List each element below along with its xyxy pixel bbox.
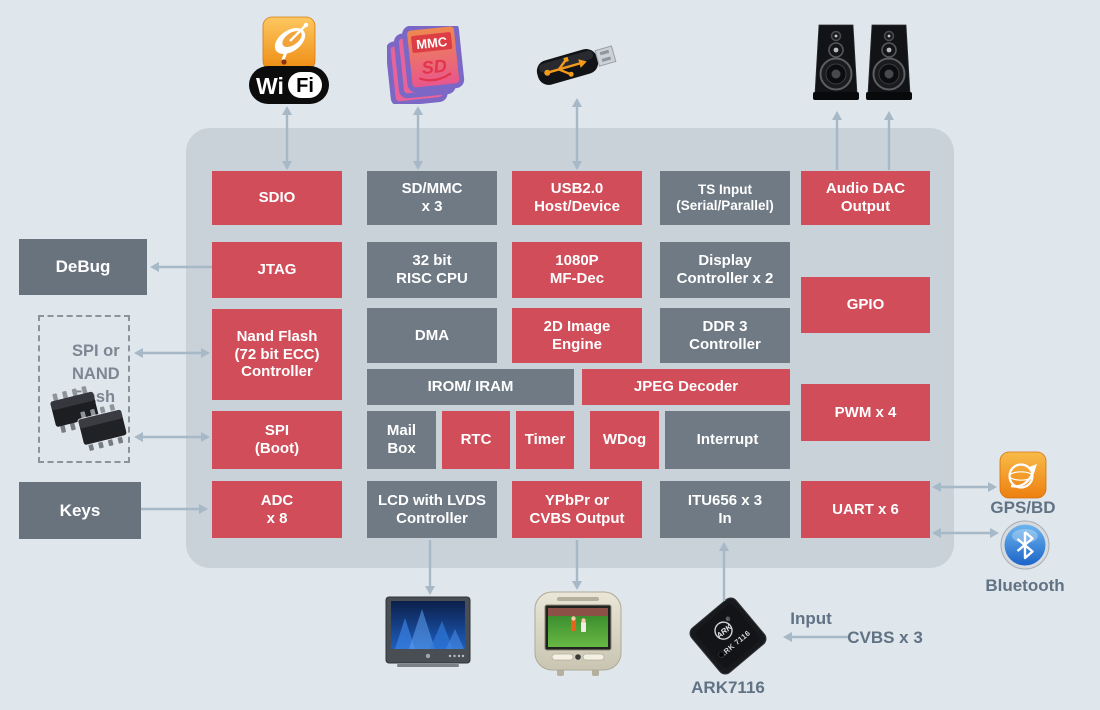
block-lcd-lvds-controller: LCD with LVDS Controller bbox=[367, 481, 497, 538]
cvbs-label: CVBS x 3 bbox=[847, 628, 923, 647]
block-ypbpr-cvbs-output: YPbPr or CVBS Output bbox=[512, 481, 642, 538]
wifi-icon: Wi Fi bbox=[249, 16, 329, 104]
block-1080p-mf-dec: 1080P MF-Dec bbox=[512, 242, 642, 298]
block-ts-input: TS Input (Serial/Parallel) bbox=[660, 171, 790, 225]
wifi-wi-text: Wi bbox=[256, 73, 284, 99]
headrest-monitor-icon bbox=[534, 591, 622, 676]
block-2d-image-engine: 2D Image Engine bbox=[512, 308, 642, 363]
block-irom-iram: IROM/ IRAM bbox=[367, 369, 574, 405]
ark7116-chip-icon: ARK ® ARK 7116 bbox=[689, 597, 767, 675]
arrow-cvbs-ark bbox=[783, 632, 848, 642]
block-pwm: PWM x 4 bbox=[801, 384, 930, 441]
block-audio-dac-output: Audio DAC Output bbox=[801, 171, 930, 225]
speakers-icon bbox=[813, 24, 912, 100]
block-wdog: WDog bbox=[590, 411, 659, 469]
input-label: Input bbox=[790, 609, 832, 628]
bluetooth-label: Bluetooth bbox=[985, 576, 1065, 595]
block-interrupt: Interrupt bbox=[665, 411, 790, 469]
block-jtag: JTAG bbox=[212, 242, 342, 298]
block-gpio: GPIO bbox=[801, 277, 930, 333]
block-jpeg-decoder: JPEG Decoder bbox=[582, 369, 790, 405]
block-sd-mmc: SD/MMC x 3 bbox=[367, 171, 497, 225]
wifi-fi-text: Fi bbox=[296, 75, 314, 97]
block-risc-cpu: 32 bit RISC CPU bbox=[367, 242, 497, 298]
block-display-controller: Display Controller x 2 bbox=[660, 242, 790, 298]
block-keys: Keys bbox=[19, 482, 141, 539]
sd-text: SD bbox=[421, 56, 448, 79]
gps-bd-label: GPS/BD bbox=[990, 498, 1056, 517]
block-itu656-in: ITU656 x 3 In bbox=[660, 481, 790, 538]
block-debug: DeBug bbox=[19, 239, 147, 295]
block-nand-flash-controller: Nand Flash (72 bit ECC) Controller bbox=[212, 309, 342, 400]
flash-chips-icon bbox=[50, 386, 128, 451]
lcd-monitor-icon bbox=[385, 596, 471, 667]
block-rtc: RTC bbox=[442, 411, 510, 469]
ark7116-label: ARK7116 bbox=[691, 678, 765, 697]
block-adc: ADC x 8 bbox=[212, 481, 342, 538]
mmc-sd-cards-icon: MMC SD bbox=[387, 26, 465, 104]
block-timer: Timer bbox=[516, 411, 574, 469]
block-ddr3-controller: DDR 3 Controller bbox=[660, 308, 790, 363]
block-mail-box: Mail Box bbox=[367, 411, 436, 469]
mmc-text: MMC bbox=[415, 34, 448, 52]
bluetooth-icon bbox=[1000, 520, 1050, 570]
block-sdio: SDIO bbox=[212, 171, 342, 225]
block-dma: DMA bbox=[367, 308, 497, 363]
block-spi-boot: SPI (Boot) bbox=[212, 411, 342, 469]
block-uart: UART x 6 bbox=[801, 481, 930, 538]
gps-bd-icon bbox=[999, 451, 1047, 499]
usb-drive-icon bbox=[536, 45, 617, 85]
ark-chip-reg-mark: ® bbox=[724, 615, 732, 624]
spi-nand-flash-group bbox=[38, 315, 130, 463]
block-usb20-host-device: USB2.0 Host/Device bbox=[512, 171, 642, 225]
